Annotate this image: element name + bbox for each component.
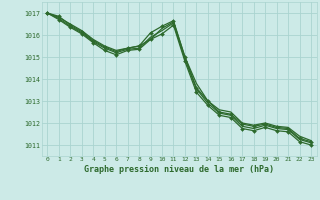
X-axis label: Graphe pression niveau de la mer (hPa): Graphe pression niveau de la mer (hPa) bbox=[84, 165, 274, 174]
